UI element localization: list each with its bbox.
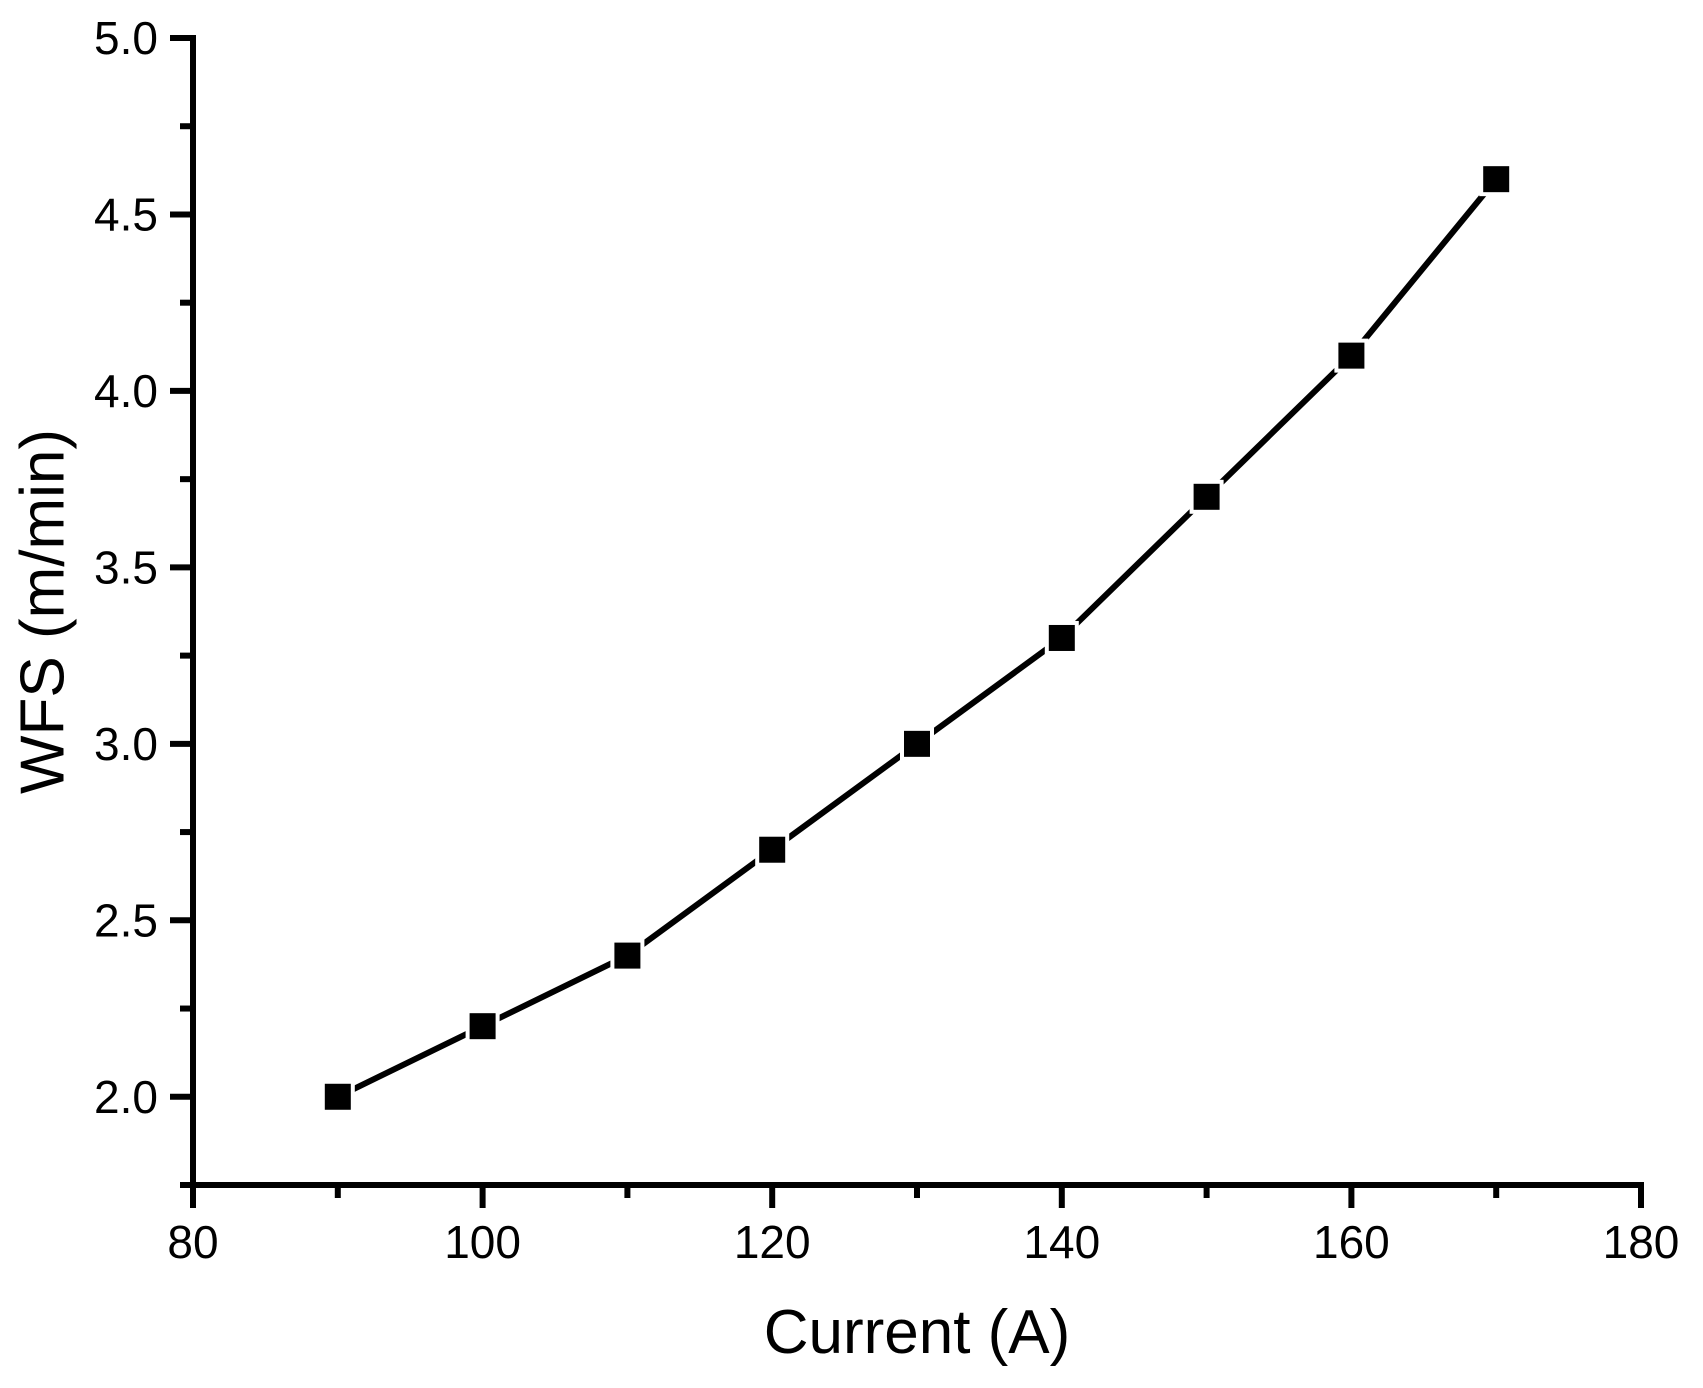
y-axis-tick-label: 3.0 — [94, 718, 158, 770]
data-point-marker — [1044, 620, 1079, 655]
data-point-marker — [1479, 162, 1514, 197]
data-point-marker — [1189, 479, 1224, 514]
x-axis-tick-label: 160 — [1313, 1216, 1390, 1268]
y-axis-tick-label: 5.0 — [94, 12, 158, 64]
data-point-marker — [1334, 338, 1369, 373]
data-point-marker — [465, 1009, 500, 1044]
data-point-marker — [755, 832, 790, 867]
data-point-marker — [610, 938, 645, 973]
y-axis-tick-label: 2.0 — [94, 1071, 158, 1123]
x-axis-tick-label: 140 — [1023, 1216, 1100, 1268]
y-axis-title: WFS (m/min) — [9, 429, 78, 794]
x-axis-tick-label: 100 — [444, 1216, 521, 1268]
x-axis-tick-label: 120 — [734, 1216, 811, 1268]
x-axis-tick-label: 180 — [1603, 1216, 1680, 1268]
y-axis-tick-label: 2.5 — [94, 894, 158, 946]
x-axis-title: Current (A) — [764, 1298, 1071, 1367]
x-axis-tick-label: 80 — [167, 1216, 218, 1268]
data-point-marker — [900, 726, 934, 761]
y-axis-tick-label: 4.0 — [94, 365, 158, 417]
y-axis-tick-label: 3.5 — [94, 541, 158, 593]
y-axis-tick-label: 4.5 — [94, 188, 158, 240]
data-point-marker — [320, 1079, 355, 1114]
